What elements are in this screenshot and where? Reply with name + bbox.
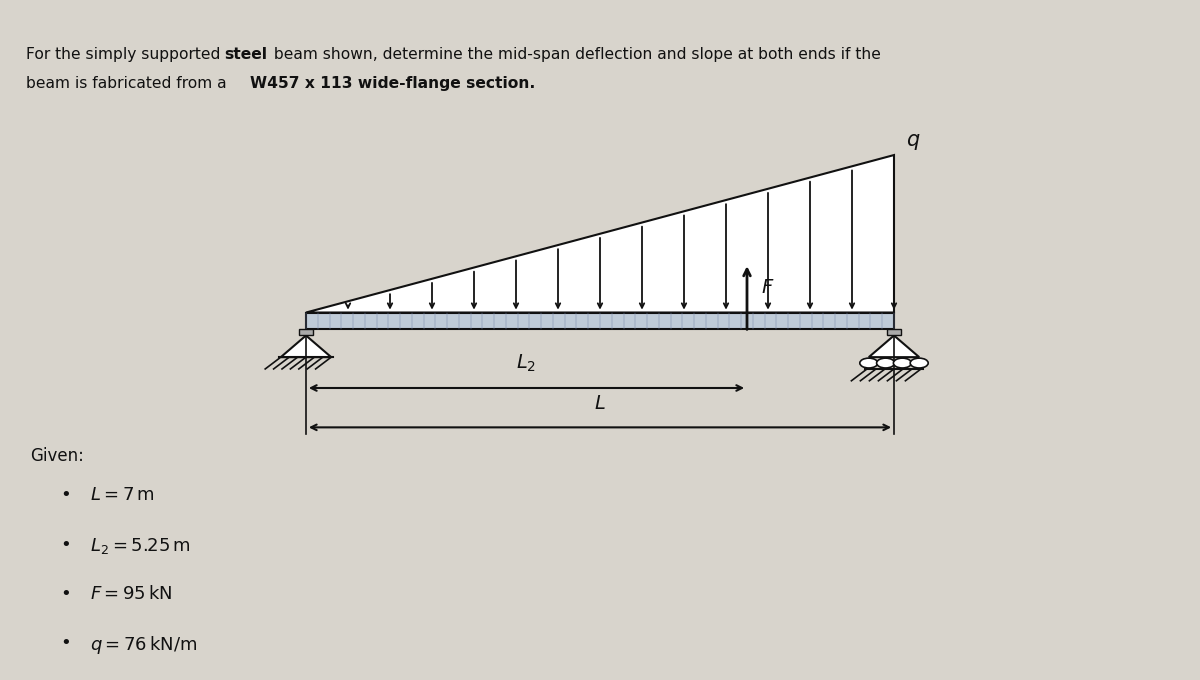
Text: •: • <box>61 486 71 505</box>
Text: $F$: $F$ <box>762 278 775 297</box>
Text: •: • <box>61 536 71 554</box>
Circle shape <box>859 358 878 368</box>
Text: $L$: $L$ <box>594 394 606 413</box>
Bar <box>887 329 901 335</box>
Text: $q = 76\,\mathrm{kN/m}$: $q = 76\,\mathrm{kN/m}$ <box>90 634 197 656</box>
Text: $F = 95\,\mathrm{kN}$: $F = 95\,\mathrm{kN}$ <box>90 585 173 603</box>
Circle shape <box>911 358 929 368</box>
Text: Given:: Given: <box>30 447 84 465</box>
Text: For the simply supported: For the simply supported <box>26 47 226 62</box>
Text: $L = 7\,\mathrm{m}$: $L = 7\,\mathrm{m}$ <box>90 486 155 505</box>
Polygon shape <box>869 335 919 357</box>
Text: $L_2 = 5.25\,\mathrm{m}$: $L_2 = 5.25\,\mathrm{m}$ <box>90 536 191 556</box>
Circle shape <box>893 358 912 368</box>
Text: W457 x 113 wide-flange section.: W457 x 113 wide-flange section. <box>250 76 535 91</box>
FancyBboxPatch shape <box>306 313 894 329</box>
Circle shape <box>876 358 895 368</box>
Text: beam shown, determine the mid-span deflection and slope at both ends if the: beam shown, determine the mid-span defle… <box>269 47 881 62</box>
Polygon shape <box>306 155 894 313</box>
Bar <box>299 329 313 335</box>
Text: •: • <box>61 585 71 603</box>
Text: beam is fabricated from a: beam is fabricated from a <box>26 76 232 91</box>
Text: $q$: $q$ <box>906 132 920 152</box>
Text: steel: steel <box>224 47 268 62</box>
Text: $L_2$: $L_2$ <box>516 352 536 373</box>
Text: •: • <box>61 634 71 652</box>
Polygon shape <box>281 335 331 357</box>
